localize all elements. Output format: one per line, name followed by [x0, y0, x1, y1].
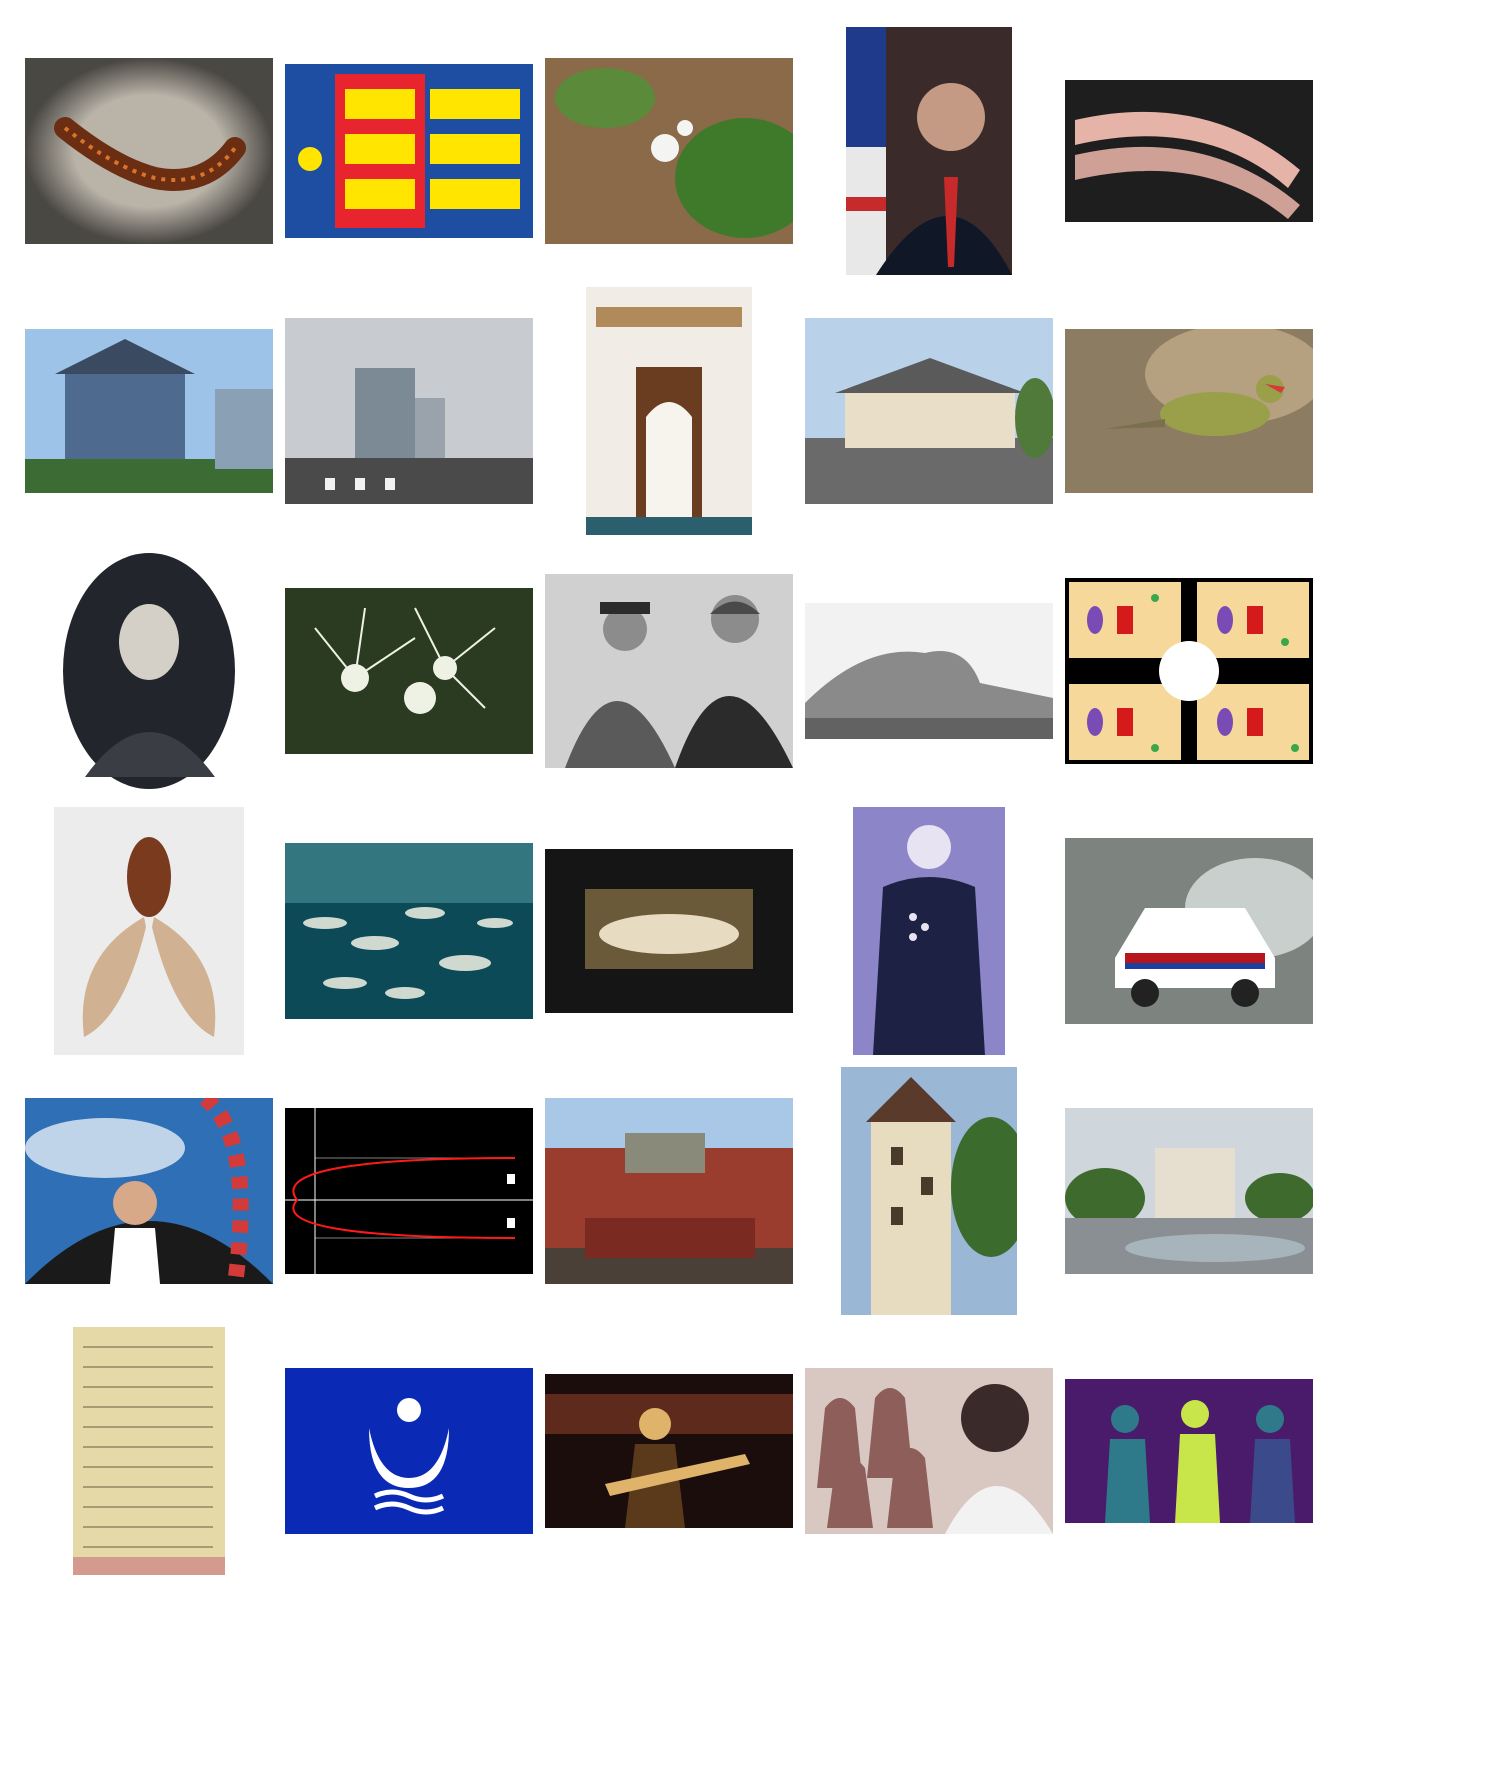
image-reliquary-statue[interactable] [545, 849, 793, 1013]
image-medal-ceremony[interactable] [545, 574, 793, 768]
grid-cell [1048, 790, 1330, 1072]
grid-cell [268, 790, 550, 1072]
image-pottery-vases[interactable] [805, 1368, 1053, 1534]
image-centipede[interactable] [25, 58, 273, 244]
image-parabola-diagram[interactable] [285, 1108, 533, 1274]
image-cell-transport-diagram[interactable] [1065, 578, 1313, 764]
image-fly-specimen[interactable] [54, 807, 244, 1055]
image-spider-lily[interactable] [285, 588, 533, 754]
image-toy-track[interactable] [1065, 80, 1313, 222]
image-naval-officer[interactable] [853, 807, 1005, 1055]
image-oval-portrait[interactable] [25, 547, 273, 795]
image-engraved-coast[interactable] [805, 603, 1053, 739]
grid-cell [1048, 1310, 1330, 1592]
grid-cell [788, 530, 1070, 812]
grid-cell [788, 270, 1070, 552]
grid-cell [268, 10, 550, 292]
grid-cell [1048, 10, 1330, 292]
image-two-story-building[interactable] [805, 318, 1053, 504]
grid-cell [8, 10, 290, 292]
image-city-street[interactable] [285, 318, 533, 504]
image-glider-pilot[interactable] [25, 1098, 273, 1284]
image-victorian-house[interactable] [25, 329, 273, 493]
grid-cell [268, 270, 550, 552]
image-theatre-plaza[interactable] [1065, 1108, 1313, 1274]
grid-cell [528, 1050, 810, 1332]
grid-cell [788, 790, 1070, 1072]
image-museum-building[interactable] [545, 1098, 793, 1284]
grid-cell [268, 1050, 550, 1332]
image-official-portrait[interactable] [846, 27, 1012, 275]
image-passport-document[interactable] [73, 1327, 225, 1575]
grid-cell [8, 530, 290, 812]
image-palace-courtyard[interactable] [586, 287, 752, 535]
image-heraldic-flag[interactable] [285, 64, 533, 238]
image-emblem-flag[interactable] [285, 1368, 533, 1534]
grid-cell [268, 530, 550, 812]
grid-cell [1048, 1050, 1330, 1332]
grid-cell [8, 1050, 290, 1332]
image-white-flower[interactable] [545, 58, 793, 244]
grid-cell [8, 1310, 290, 1592]
image-school-of-fish[interactable] [285, 843, 533, 1019]
grid-cell [8, 270, 290, 552]
grid-cell [788, 1310, 1070, 1592]
grid-cell [268, 1310, 550, 1592]
grid-cell [528, 1310, 810, 1592]
grid-cell [8, 790, 290, 1072]
image-castle-tower[interactable] [841, 1067, 1017, 1315]
image-rally-car[interactable] [1065, 838, 1313, 1024]
grid-cell [1048, 270, 1330, 552]
image-finch-bird[interactable] [1065, 329, 1313, 493]
image-band-performance[interactable] [1065, 1379, 1313, 1523]
grid-cell [528, 790, 810, 1072]
grid-cell [788, 1050, 1070, 1332]
grid-cell [528, 10, 810, 292]
grid-cell [528, 270, 810, 552]
grid-cell [1048, 530, 1330, 812]
grid-cell [528, 530, 810, 812]
image-guitarist-concert[interactable] [545, 1374, 793, 1528]
grid-cell [788, 10, 1070, 292]
